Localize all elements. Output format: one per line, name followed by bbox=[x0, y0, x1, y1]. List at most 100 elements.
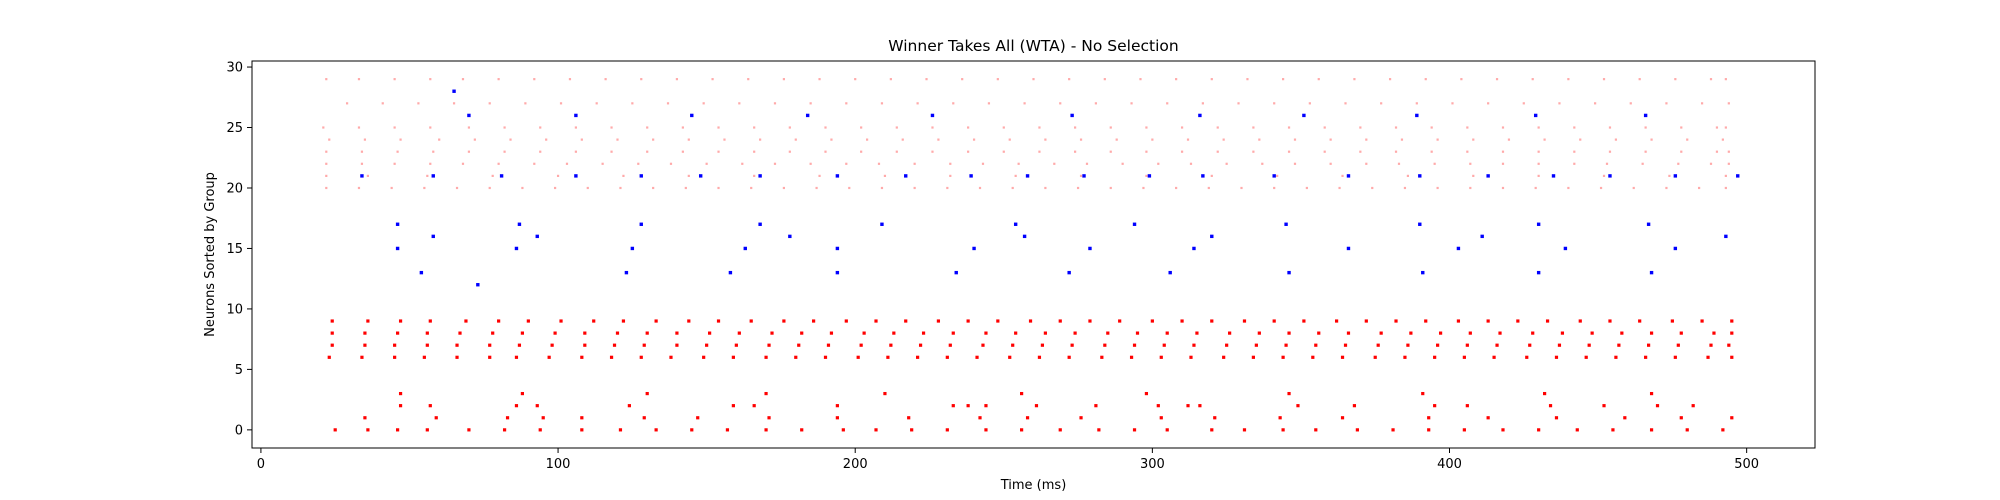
spike-point bbox=[1727, 162, 1730, 165]
x-tick-label: 200 bbox=[843, 457, 868, 472]
spike-point bbox=[805, 113, 810, 118]
spike-point bbox=[984, 331, 988, 335]
spike-point bbox=[1028, 319, 1033, 323]
spike-point bbox=[886, 355, 890, 359]
spike-point bbox=[1017, 162, 1020, 165]
spike-point bbox=[429, 78, 432, 81]
spike-point bbox=[425, 343, 429, 347]
spike-point bbox=[1685, 428, 1689, 432]
spike-point bbox=[1317, 78, 1320, 81]
spike-point bbox=[535, 404, 539, 408]
spike-point bbox=[452, 102, 456, 105]
spike-point bbox=[948, 343, 952, 347]
spike-point bbox=[987, 102, 991, 105]
y-axis-label: Neurons Sorted by Group bbox=[203, 172, 218, 337]
spike-point bbox=[1712, 331, 1716, 335]
spike-point bbox=[949, 174, 952, 177]
spike-point bbox=[1121, 162, 1124, 165]
spike-point bbox=[431, 234, 435, 239]
spike-point bbox=[622, 174, 625, 177]
spike-point bbox=[1132, 222, 1137, 226]
spike-point bbox=[467, 428, 471, 432]
spike-point bbox=[426, 174, 429, 177]
spike-point bbox=[363, 343, 367, 347]
spike-point bbox=[652, 186, 655, 190]
spike-point bbox=[1608, 174, 1612, 178]
spike-point bbox=[1709, 343, 1713, 347]
spike-point bbox=[467, 150, 471, 153]
spike-point bbox=[949, 162, 952, 165]
spike-point bbox=[967, 150, 970, 153]
spike-point bbox=[1037, 355, 1042, 359]
spike-point bbox=[1088, 319, 1092, 323]
spike-point bbox=[764, 428, 768, 432]
spike-point bbox=[1709, 162, 1713, 165]
spike-point bbox=[1557, 343, 1562, 347]
spike-point bbox=[1338, 186, 1341, 190]
spike-point bbox=[1198, 113, 1202, 118]
spike-point bbox=[1043, 331, 1047, 335]
spike-point bbox=[1002, 150, 1005, 153]
spike-point bbox=[961, 78, 964, 81]
spike-point bbox=[325, 162, 328, 165]
spike-point bbox=[1537, 126, 1540, 129]
spike-point bbox=[880, 102, 884, 105]
spike-point bbox=[1567, 78, 1570, 81]
spike-point bbox=[1237, 102, 1240, 105]
spike-point bbox=[1323, 126, 1326, 129]
spike-point bbox=[1436, 186, 1439, 190]
spike-point bbox=[1150, 319, 1154, 323]
spike-point bbox=[1044, 186, 1047, 190]
spike-point bbox=[1020, 428, 1024, 432]
spike-point bbox=[1314, 343, 1318, 347]
spike-point bbox=[366, 174, 369, 177]
spike-point bbox=[1130, 102, 1133, 105]
spike-point bbox=[330, 319, 334, 323]
spike-point bbox=[951, 331, 955, 335]
spike-point bbox=[1109, 126, 1112, 129]
spike-point bbox=[1430, 150, 1433, 153]
spike-point bbox=[1070, 343, 1074, 347]
spike-point bbox=[1059, 102, 1062, 105]
spike-point bbox=[883, 391, 887, 396]
spike-point bbox=[1573, 150, 1576, 153]
spike-point bbox=[794, 355, 798, 359]
spike-point bbox=[1132, 343, 1137, 347]
spike-point bbox=[1424, 319, 1428, 323]
spike-point bbox=[829, 331, 834, 335]
spike-point bbox=[1537, 428, 1541, 432]
spike-point bbox=[565, 162, 569, 165]
spike-point bbox=[1629, 102, 1632, 105]
spike-point bbox=[646, 126, 649, 129]
spike-point bbox=[1430, 126, 1433, 129]
spike-point bbox=[497, 78, 500, 81]
spike-point bbox=[637, 162, 640, 165]
spike-point bbox=[580, 355, 584, 359]
spike-point bbox=[1465, 343, 1469, 347]
spike-point bbox=[458, 331, 462, 335]
spike-point bbox=[717, 186, 720, 190]
spike-point bbox=[1646, 222, 1651, 226]
spike-point bbox=[601, 162, 604, 165]
spike-point bbox=[1287, 150, 1291, 153]
spike-point bbox=[580, 416, 584, 420]
spike-point bbox=[936, 319, 941, 323]
spike-point bbox=[1088, 246, 1092, 251]
spike-point bbox=[1186, 138, 1190, 141]
spike-point bbox=[366, 319, 370, 323]
spike-point bbox=[1486, 416, 1490, 420]
spike-point bbox=[526, 319, 530, 323]
spike-point bbox=[705, 343, 709, 347]
spike-point bbox=[1456, 319, 1461, 323]
spike-point bbox=[1472, 138, 1475, 141]
spike-point bbox=[497, 162, 500, 165]
spike-point bbox=[1608, 150, 1612, 153]
spike-point bbox=[422, 355, 426, 359]
spike-point bbox=[1189, 162, 1193, 165]
spike-point bbox=[612, 343, 617, 347]
spike-point bbox=[325, 174, 328, 177]
spike-point bbox=[431, 174, 435, 178]
spike-point bbox=[749, 319, 753, 323]
spike-point bbox=[1617, 343, 1621, 347]
spike-point bbox=[1228, 331, 1232, 335]
